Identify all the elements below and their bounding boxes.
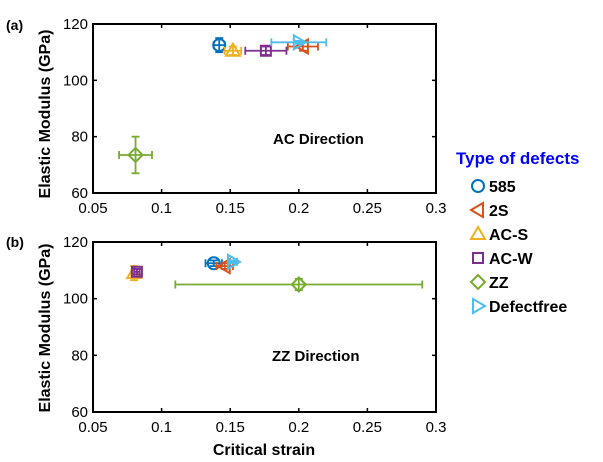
x-tick-label-a: 0.25: [353, 200, 382, 217]
x-tick-label-a: 0.2: [288, 200, 309, 217]
y-axis-label-a: Elastic Modulus (GPa): [37, 30, 54, 199]
legend-marker-ac-s: [469, 225, 487, 240]
legend-label-ac-w: AC-W: [489, 251, 533, 268]
x-tick-label-a: 0.15: [216, 200, 245, 217]
x-tick-label-b: 0.15: [216, 419, 245, 436]
y-axis-label-b: Elastic Modulus (GPa): [37, 244, 54, 413]
legend-label-ac-s: AC-S: [489, 227, 528, 244]
point-defectfree-b: [226, 253, 242, 271]
panel-b: (b) Elastic Modulus (GPa) ZZ Direction C…: [6, 234, 446, 459]
legend-label-2s: 2S: [489, 203, 509, 220]
point-zz-a: [127, 146, 144, 164]
legend-label-defectfree: Defectfree: [489, 299, 567, 316]
point-585-a: [212, 38, 227, 53]
panel-label-b: (b): [6, 234, 24, 250]
x-tick-label-b: 0.2: [288, 419, 309, 436]
x-tick-label-b: 0.3: [426, 419, 447, 436]
legend: Type of defects 585 2S AC-S AC-W ZZ Defectfre…: [456, 149, 579, 316]
legend-label-585: 585: [489, 179, 516, 196]
panel-label-a: (a): [6, 17, 23, 33]
point-defectfree-a: [292, 33, 308, 52]
legend-marker-585: [471, 179, 485, 193]
plot-frame-a: [92, 23, 437, 194]
x-tick-label-b: 0.05: [78, 419, 107, 436]
x-tick-label-a: 0.05: [78, 200, 107, 217]
ticks-a: 0.05 0.1 0.15 0.2 0.25 0.3 60 80 100 120: [63, 16, 446, 217]
marks-b: [125, 253, 424, 293]
point-ac-s-a: [224, 41, 242, 57]
y-tick-label-a: 100: [63, 72, 88, 89]
point-ac-w-b: [130, 265, 143, 278]
legend-items: 585 2S AC-S AC-W ZZ Defectfree: [469, 179, 567, 316]
y-tick-label-a: 60: [71, 185, 88, 202]
x-axis-label-b: Critical strain: [213, 442, 315, 459]
ticks-b: 0.05 0.1 0.15 0.2 0.25 0.3 60 80 100 120: [63, 234, 446, 436]
legend-title: Type of defects: [456, 149, 579, 168]
y-tick-label-a: 80: [71, 129, 88, 146]
legend-label-zz: ZZ: [489, 275, 509, 292]
y-tick-label-a: 120: [63, 16, 88, 33]
annotation-zz-direction: ZZ Direction: [272, 348, 360, 365]
annotation-ac-direction: AC Direction: [273, 131, 364, 148]
y-tick-label-b: 60: [71, 404, 88, 421]
x-tick-label-b: 0.25: [353, 419, 382, 436]
legend-marker-defectfree: [472, 297, 487, 315]
point-2s-b: [215, 257, 231, 275]
x-tick-label-b: 0.1: [151, 419, 172, 436]
legend-marker-2s: [469, 201, 484, 219]
x-tick-label-a: 0.3: [426, 200, 447, 217]
y-tick-label-b: 100: [63, 291, 88, 308]
point-585-b: [206, 256, 221, 271]
legend-marker-zz: [469, 273, 487, 291]
legend-marker-ac-w: [472, 252, 484, 264]
panel-a: (a) Elastic Modulus (GPa) AC Direction 0…: [6, 16, 446, 217]
y-tick-label-b: 120: [63, 234, 88, 251]
plot-frame-b: [92, 241, 437, 413]
x-tick-label-a: 0.1: [151, 200, 172, 217]
point-zz-b: [290, 276, 308, 293]
y-tick-label-b: 80: [71, 347, 88, 364]
marks-a: [118, 33, 328, 175]
point-ac-w-a: [259, 44, 272, 57]
